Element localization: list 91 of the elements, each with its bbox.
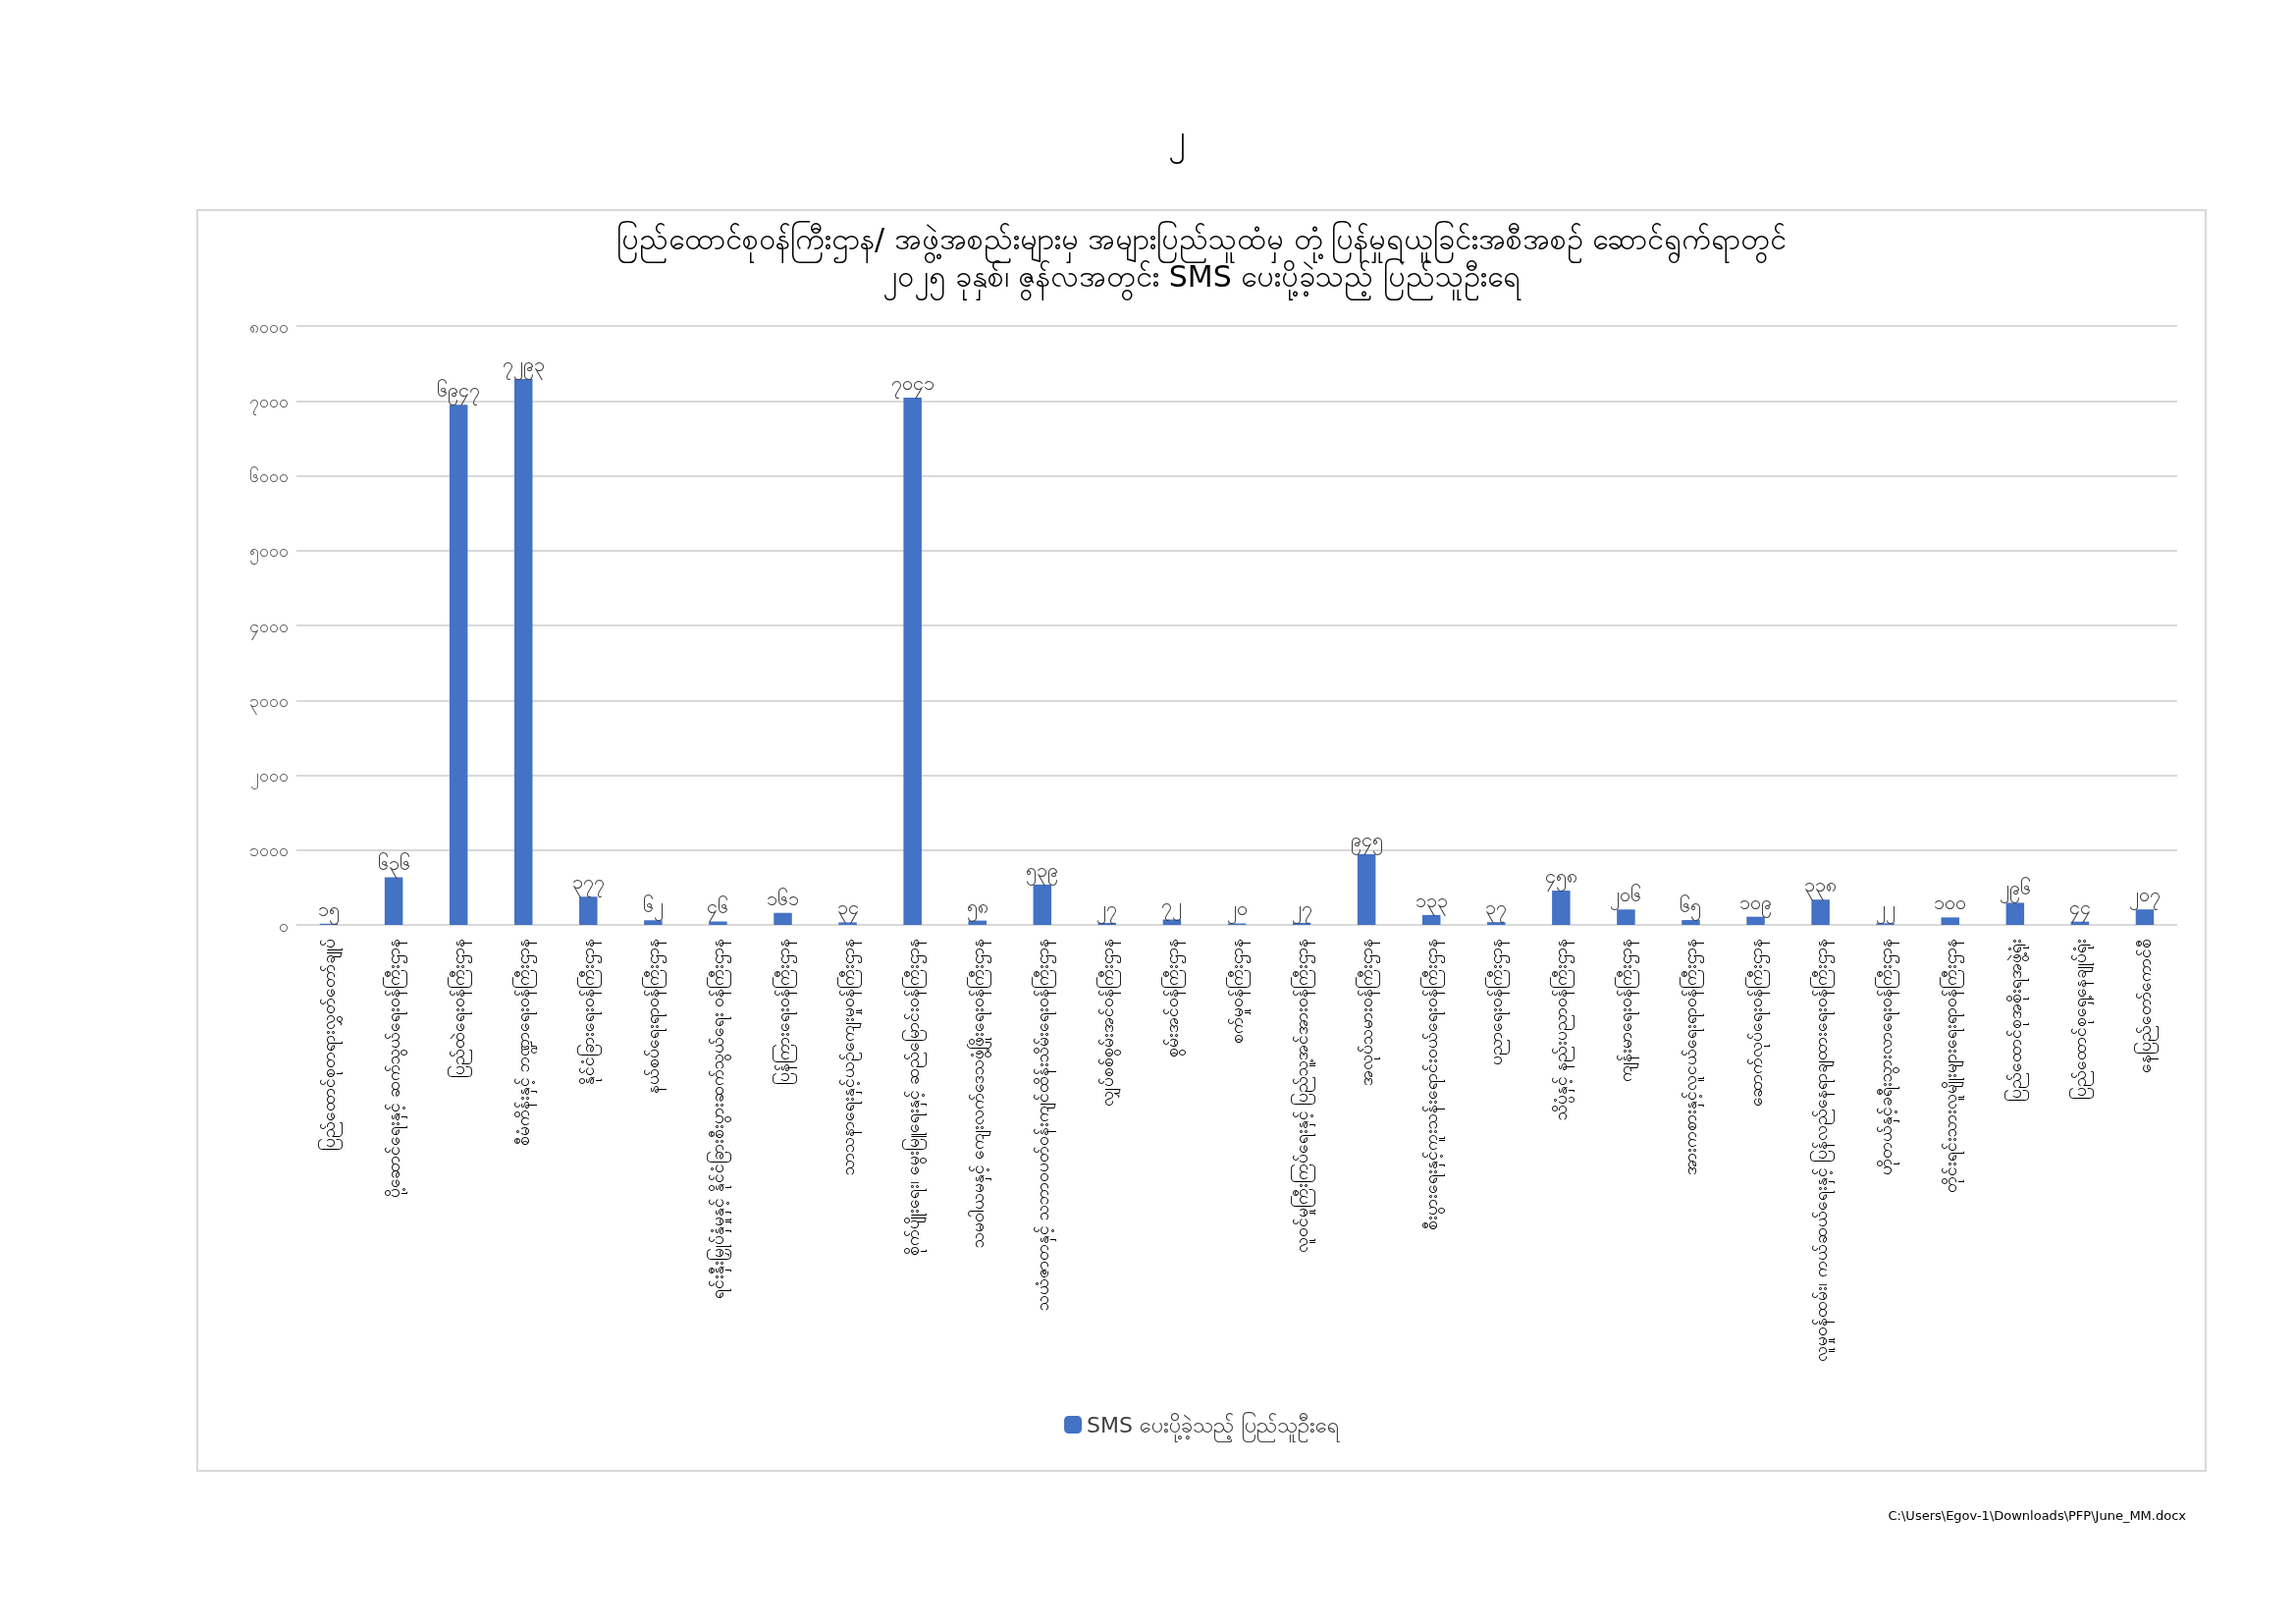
data-label: ၆၉၄၇ [437, 378, 481, 406]
bar [903, 398, 922, 925]
y-tick-label: ၂၀၀၀ [250, 765, 289, 789]
x-tick-label: ရင်းနှီးမြှုပ်နှံမှုနှင့် နိုင်ငံခြားစီးပွားဆက်သွယ်ရေး ဝန်ကြီးဌာန [707, 939, 732, 1299]
data-label: ၇၀၄၁ [890, 371, 934, 400]
x-tick-label: လူဝင်မှုကြီးကြပ်ရေးနှင့် ပြည်သူ့အင်အားဝန်ကြီးဌာန [1291, 939, 1316, 1254]
text: ၂ [1168, 115, 1186, 166]
y-tick-label: ၄၀၀၀ [249, 615, 289, 640]
x-tick-label: ဟိုတယ်နှင့်ခရီးသွားလာရေးဝန်ကြီးဌာန [1874, 939, 1899, 1175]
data-label: ၂၀၆ [1610, 883, 1642, 911]
bar [1421, 914, 1441, 925]
data-label: ၃၃၈ [1804, 873, 1838, 901]
bar [709, 921, 727, 925]
x-tick-label: သယံဇာတနှင့် သဘာဝပတ်ဝန်းကျင်ထိန်းသိမ်းရေးဝန်ကြီးဌာန [1031, 939, 1056, 1312]
x-tick-label: စက်မှုဝန်ကြီးဌာန [1226, 939, 1251, 1044]
bar [579, 896, 598, 925]
data-label: ၅၃၉ [1026, 857, 1059, 886]
x-tick-label: စီးပွားရေးနှင့်ကူးသန်းရောင်းဝယ်ရေးဝန်ကြီးဌာန [1420, 939, 1446, 1230]
bar [1811, 899, 1830, 925]
data-label: ၂၇ [1096, 895, 1118, 924]
x-tick-label: နေပြည်တော်ကောင်စီ [2133, 939, 2159, 1073]
x-tick-label: ပြည်ထဲရေးဝန်ကြီးဌာန [448, 939, 473, 1078]
data-label: ၃၇၇ [571, 870, 605, 898]
y-tick-label: ၈၀၀၀ [249, 315, 289, 337]
data-label: ၃၄ [836, 895, 859, 924]
data-label: ၂၀၇ [2128, 883, 2161, 911]
bar [1487, 922, 1506, 925]
data-label: ၇၂၉၃ [502, 352, 545, 380]
data-label: ၁၃၃ [1415, 888, 1448, 916]
x-tick-label: သမဝါယမနှင့် ကျေးလက်ဒေသဖွံ့ဖြိုးရေးဝန်ကြီးဌာန [966, 939, 991, 1249]
data-label: ၁၀၀ [1934, 891, 1967, 915]
bar [1357, 853, 1376, 925]
data-label: ၂၉၆ [1999, 876, 2031, 904]
bar [644, 920, 663, 925]
bar [1941, 917, 1960, 925]
bar [1682, 920, 1700, 925]
y-tick-label: ၅၀၀၀ [249, 540, 289, 566]
data-label: ၁၀၉ [1739, 890, 1773, 918]
data-label: ၄၅၈ [1544, 864, 1577, 893]
data-label: ၂၇ [1291, 895, 1312, 924]
data-label: ၉၄၅ [1350, 827, 1383, 855]
x-tick-label: လူမှုဝန်ထမ်း၊ ကယ်ဆယ်ရေးနှင့် ပြန်လည်နေရာချထားရေးဝန်ကြီးဌာန [1809, 939, 1835, 1362]
x-tick-label: ပို့ဆောင်ရေးနှင့် ဆက်သွယ်ရေးဝန်ကြီးဌာန [383, 939, 408, 1199]
bar [384, 877, 403, 925]
x-tick-label: ပြည်ထောင်စုတရားလွှတ်တော်ချုပ် [318, 939, 344, 1151]
data-label: ၁၅ [318, 896, 341, 925]
x-tick-label: တိုင်းရင်းသားလူမျိုးများရေးရာဝန်ကြီးဌာန [1939, 939, 1964, 1193]
x-tick-label: ပြန်ကြားရေးဝန်ကြီးဌာန [772, 939, 797, 1085]
x-tick-label: ပြည်ထောင်စုရှေ့နေချုပ်ရုံး [2068, 939, 2094, 1100]
bar [449, 405, 468, 925]
data-label: ၆၃၆ [377, 850, 410, 879]
bar [838, 922, 857, 925]
data-label: ၄၆ [707, 894, 729, 923]
x-tick-label: ပြည်ထောင်စုအစိုးရအဖွဲ့ရုံး [2003, 939, 2029, 1102]
x-tick-label: ဆောက်လုပ်ရေးဝန်ကြီးဌာန [1744, 939, 1770, 1107]
bar [1552, 891, 1571, 925]
bar [2005, 902, 2025, 925]
x-tick-label: စီမံကိန်းနှင့် ဘဏ္ဍာရေးဝန်ကြီးဌာန [512, 939, 538, 1147]
bar [1033, 884, 1052, 925]
y-tick-label: ၆၀၀၀ [249, 465, 289, 486]
x-tick-label: ကျန်းမာရေးဝန်ကြီးဌာန [1615, 939, 1640, 1082]
x-tick-label: အားကစားနှင့်လူငယ်ရေးရာဝန်ကြီးဌာန [1680, 939, 1705, 1175]
x-tick-label: နိုင်ငံခြားရေးဝန်ကြီးဌာန [577, 939, 603, 1085]
legend-label: SMS ပေးပို့ခဲ့သည့် ပြည်သူဦးရေ [1087, 1411, 1340, 1442]
text: C:\Users\Egov-1\Downloads\PFP\June_MM.docx [1888, 1508, 2186, 1523]
x-tick-label: သာသနာရေးနှင့်ယဉ်ကျေးမှုဝန်ကြီးဌာန [836, 939, 862, 1175]
bar [2135, 909, 2155, 925]
x-tick-label: ပညာရေးဝန်ကြီးဌာန [1485, 939, 1511, 1065]
data-label: ၁၆၁ [767, 886, 800, 910]
data-label: ၃၇ [1485, 895, 1508, 924]
data-label: ၂၀ [1226, 896, 1248, 925]
bar [1617, 909, 1635, 925]
bar [774, 912, 792, 925]
data-label: ၅၈ [966, 893, 988, 922]
data-label: ၆၅ [1680, 893, 1702, 922]
y-tick-label: ၀ [279, 914, 289, 936]
x-tick-label: လျှပ်စစ်စွမ်းအင်ဝန်ကြီးဌာန [1095, 939, 1121, 1107]
data-label: ၇၂ [1161, 893, 1183, 921]
x-tick-label: အလုပ်သမားဝန်ကြီးဌာန [1356, 939, 1381, 1086]
x-tick-label: နယ်စပ်ရေးရာဝန်ကြီးဌာန [642, 939, 667, 1094]
data-label: ၂၂ [1875, 896, 1896, 925]
y-tick-label: ၁၀၀၀ [249, 839, 289, 861]
x-tick-label: စိုက်ပျိုးရေး၊ မွေးမြူရေးနှင့် ဆည်မြောင်းဝန်ကြီးဌာန [901, 939, 927, 1256]
y-tick-label: ၃၀၀၀ [249, 689, 289, 715]
x-tick-label: စွမ်းအင်ဝန်ကြီးဌာန [1160, 939, 1186, 1057]
bar [1746, 916, 1765, 925]
data-label: ၆၂ [642, 893, 664, 922]
x-tick-label: သိပ္ပံနှင့် နည်းပညာဝန်ကြီးဌာန [1550, 939, 1575, 1121]
bar [513, 378, 533, 925]
data-label: ၄၄ [2068, 894, 2091, 923]
y-tick-label: ၇၀၀၀ [249, 390, 289, 415]
